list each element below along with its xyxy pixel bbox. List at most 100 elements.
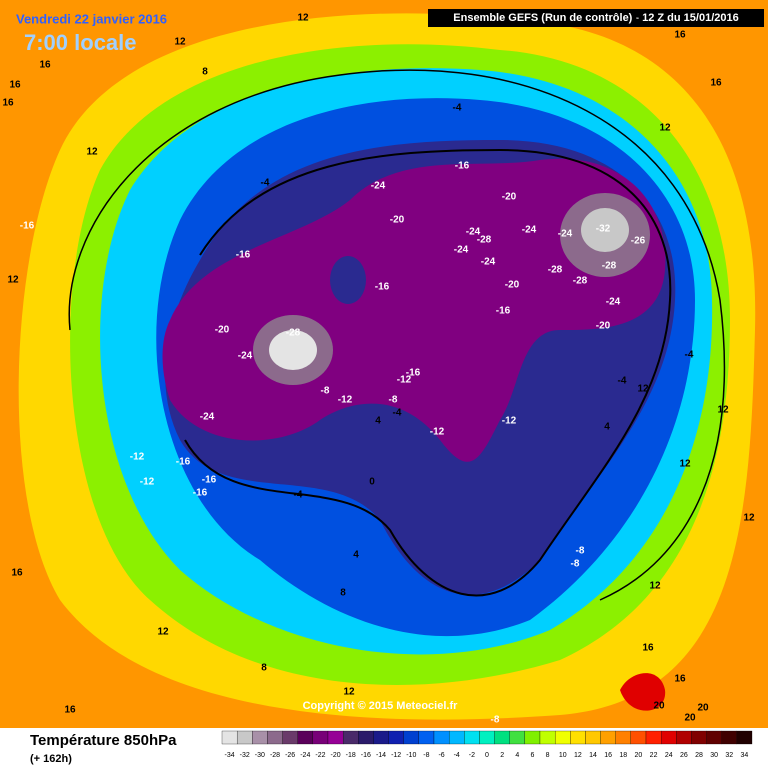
colorbar-tick-label: 22 — [650, 752, 658, 759]
date-label: Vendredi 22 janvier 2016 — [16, 11, 167, 26]
contour-label: 16 — [642, 643, 654, 654]
contour-label: 12 — [743, 513, 755, 524]
contour-label: -24 — [558, 229, 573, 240]
colorbar-tick-label: 8 — [546, 752, 550, 759]
zone-pocket — [330, 256, 366, 304]
contour-label: -28 — [602, 261, 617, 272]
contour-label: 8 — [340, 588, 346, 599]
contour-label: -8 — [571, 559, 580, 570]
colorbar-swatch — [494, 730, 510, 745]
contour-label: -20 — [215, 325, 230, 336]
colorbar-tick-label: 28 — [695, 752, 703, 759]
contour-label: 4 — [375, 416, 381, 427]
colorbar-swatch — [282, 730, 298, 745]
colorbar-tick-label: -10 — [406, 752, 416, 759]
colorbar-swatch — [570, 730, 586, 745]
colorbar-swatch — [312, 730, 329, 745]
contour-label: -12 — [140, 477, 155, 488]
contour-label: -28 — [477, 235, 492, 246]
zone-extreme-cold — [162, 158, 666, 462]
colorbar-swatch — [721, 730, 738, 745]
colorbar-tick-label: 2 — [500, 752, 504, 759]
colorbar-tick-label: -24 — [300, 752, 310, 759]
colorbar-swatch — [645, 730, 662, 745]
colorbar-tick-label: -2 — [469, 752, 475, 759]
contour-label: 16 — [674, 30, 686, 41]
contour-label: -4 — [261, 178, 270, 189]
contour-label: -16 — [202, 475, 217, 486]
colorbar-tick-label: 14 — [589, 752, 597, 759]
colorbar-swatch — [706, 730, 722, 745]
colorbar-swatch — [600, 730, 616, 745]
colorbar-swatch — [221, 730, 238, 745]
contour-label: -4 — [685, 350, 694, 361]
contour-label: -16 — [375, 282, 390, 293]
colorbar-tick-label: 4 — [515, 752, 519, 759]
colorbar-swatch — [236, 730, 253, 745]
colorbar-swatch — [676, 730, 692, 745]
contour-label: -20 — [505, 280, 520, 291]
contour-label: -12 — [338, 395, 353, 406]
zone-hot — [620, 673, 666, 711]
contour-label: -12 — [430, 427, 445, 438]
contour-label: 12 — [659, 123, 671, 134]
contour-label: -16 — [406, 368, 421, 379]
contour-label: 4 — [604, 422, 610, 433]
contour-label: -8 — [389, 395, 398, 406]
contour-label: -16 — [176, 457, 191, 468]
contour-label: 12 — [649, 581, 661, 592]
model-box — [428, 9, 764, 27]
colorbar-tick-label: -32 — [240, 752, 250, 759]
contour-label: -28 — [286, 328, 301, 339]
colorbar-tick-label: -6 — [438, 752, 444, 759]
colorbar-tick-label: 20 — [635, 752, 643, 759]
colorbar-tick-label: 10 — [559, 752, 567, 759]
contour-line — [68, 69, 726, 601]
colorbar-tick-label: -14 — [376, 752, 386, 759]
colorbar-swatch — [418, 730, 435, 745]
colorbar-swatch — [342, 730, 359, 745]
contour-label: 12 — [157, 627, 169, 638]
contour-label: -24 — [606, 297, 621, 308]
colorbar-swatch — [524, 730, 541, 745]
contour-label: 20 — [653, 701, 665, 712]
colorbar-swatch — [585, 730, 601, 745]
contour-label: 12 — [679, 459, 691, 470]
colorbar-swatch — [388, 730, 404, 745]
contour-label: -24 — [371, 181, 386, 192]
contour-label: -12 — [502, 416, 517, 427]
colorbar-tick-label: -8 — [423, 752, 429, 759]
contour-label: -16 — [193, 488, 208, 499]
contour-label: -16 — [20, 221, 35, 232]
colorbar-swatch — [358, 730, 374, 745]
contour-label: -24 — [200, 412, 215, 423]
colorbar-swatch — [327, 730, 344, 745]
contour-label: 12 — [717, 405, 729, 416]
contour-label: 16 — [710, 78, 722, 89]
contour-label: 12 — [297, 13, 309, 24]
contour-label: 20 — [697, 703, 709, 714]
colorbar-swatch — [373, 730, 389, 745]
contour-label: -4 — [618, 376, 627, 387]
colorbar-tick-label: -4 — [454, 752, 460, 759]
contour-label: 20 — [684, 713, 696, 724]
contour-label: -16 — [236, 250, 251, 261]
colorbar-tick-label: -22 — [315, 752, 325, 759]
contour-label: 12 — [343, 687, 355, 698]
colorbar-swatch — [630, 730, 647, 745]
colorbar-tick-label: 16 — [604, 752, 612, 759]
colorbar-tick-label: 32 — [725, 752, 733, 759]
contour-label: -4 — [294, 490, 303, 501]
contour-label: -24 — [454, 245, 469, 256]
contour-label: -26 — [631, 236, 646, 247]
contour-label: -24 — [466, 227, 481, 238]
contour-label: 16 — [64, 705, 76, 716]
colorbar-swatch — [464, 730, 480, 745]
contour-label: -4 — [393, 408, 402, 419]
contour-line — [184, 148, 672, 597]
colorbar-tick-label: 0 — [485, 752, 489, 759]
contour-label: -8 — [576, 546, 585, 557]
contour-label: -16 — [496, 306, 511, 317]
contour-label: 16 — [11, 568, 23, 579]
